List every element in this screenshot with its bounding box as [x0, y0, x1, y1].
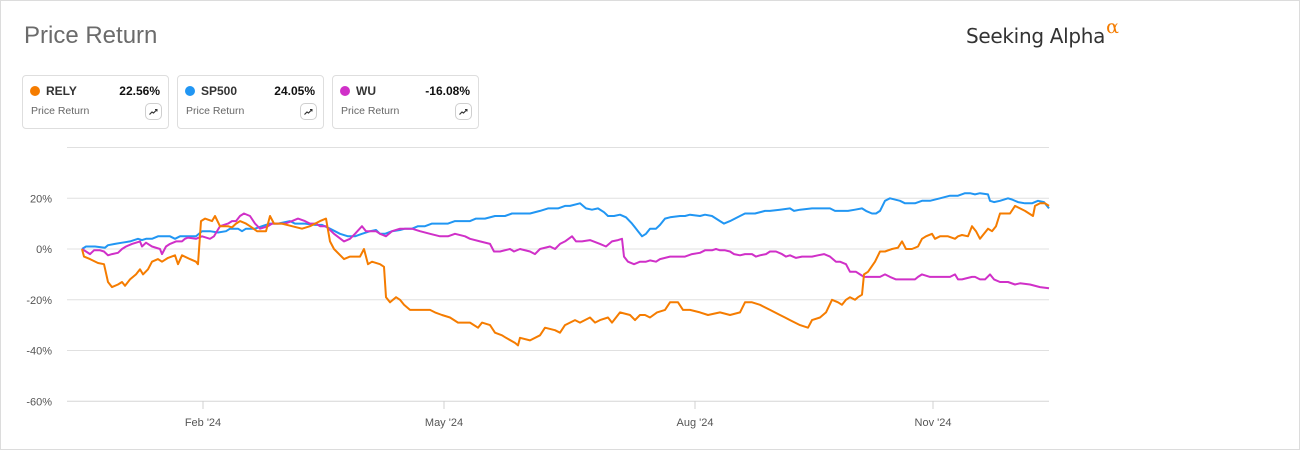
series-symbol: RELY — [46, 84, 77, 98]
legend-cards: RELY 22.56% Price Return SP500 24.05% Pr… — [22, 75, 479, 129]
series-color-dot — [30, 86, 40, 96]
series-metric-label: Price Return — [186, 105, 245, 117]
y-tick-label: -40% — [26, 346, 52, 358]
y-tick-label: 20% — [30, 193, 52, 205]
legend-card-sp500[interactable]: SP500 24.05% Price Return — [177, 75, 324, 129]
y-axis: 20% 0% -20% -40% -60% — [26, 193, 52, 408]
series-line-rely[interactable] — [81, 202, 1050, 347]
series-line-sp500[interactable] — [81, 192, 1050, 250]
series-metric-label: Price Return — [341, 105, 400, 117]
chart-series-lines — [81, 192, 1050, 347]
trend-chart-icon[interactable] — [455, 103, 472, 120]
chart-gridlines — [67, 147, 1049, 402]
series-return-value: 24.05% — [274, 84, 315, 98]
series-return-value: -16.08% — [425, 84, 470, 98]
x-tick-label: May '24 — [425, 417, 463, 429]
y-tick-label: -20% — [26, 295, 52, 307]
legend-card-rely[interactable]: RELY 22.56% Price Return — [22, 75, 169, 129]
logo-text: Seeking Alpha — [966, 24, 1106, 48]
trend-chart-icon[interactable] — [300, 103, 317, 120]
x-tick-label: Feb '24 — [185, 417, 221, 429]
series-color-dot — [185, 86, 195, 96]
series-metric-label: Price Return — [31, 105, 90, 117]
x-tick-label: Nov '24 — [915, 417, 952, 429]
series-symbol: WU — [356, 84, 376, 98]
legend-card-wu[interactable]: WU -16.08% Price Return — [332, 75, 479, 129]
trend-chart-icon[interactable] — [145, 103, 162, 120]
series-color-dot — [340, 86, 350, 96]
x-tick-label: Aug '24 — [677, 417, 714, 429]
y-tick-label: -60% — [26, 396, 52, 408]
page-title: Price Return — [24, 22, 158, 49]
series-return-value: 22.56% — [119, 84, 160, 98]
alpha-logo-icon: α — [1106, 16, 1119, 38]
seeking-alpha-logo: Seeking Alphaα — [966, 16, 1119, 48]
series-line-wu[interactable] — [81, 212, 1050, 290]
y-tick-label: 0% — [36, 244, 52, 256]
x-axis: Feb '24 May '24 Aug '24 Nov '24 — [185, 401, 952, 429]
series-symbol: SP500 — [201, 84, 238, 98]
